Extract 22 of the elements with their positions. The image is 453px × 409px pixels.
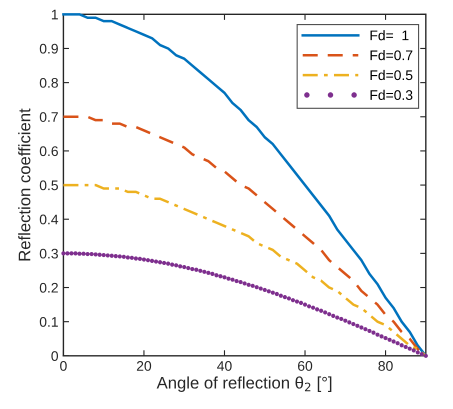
legend-label: Fd=0.3 bbox=[370, 90, 412, 100]
y-tick-label: 0.8 bbox=[40, 78, 58, 88]
y-tick-label: 0.5 bbox=[40, 180, 58, 190]
x-tick-label: 40 bbox=[217, 361, 232, 371]
x-tick-label: 60 bbox=[298, 361, 312, 371]
y-tick-label: 0.7 bbox=[40, 112, 58, 122]
y-tick-label: 0.4 bbox=[40, 214, 58, 224]
y-tick-label: 0.2 bbox=[40, 282, 58, 293]
legend-label: Fd=0.5 bbox=[370, 70, 412, 80]
x-tick-label: 80 bbox=[378, 361, 393, 371]
y-tick-label: 0.9 bbox=[40, 44, 58, 54]
x-axis-title: Angle of reflection θ$_{2}$ [°] bbox=[156, 376, 332, 392]
y-tick-label: 0.1 bbox=[40, 317, 58, 327]
y-axis-title: Reflection coefficient bbox=[18, 108, 30, 260]
legend-label: Fd= 1 bbox=[370, 30, 408, 40]
y-tick-label: 1 bbox=[52, 10, 58, 20]
y-tick-label: 0 bbox=[51, 351, 58, 361]
x-tick-label: 0 bbox=[60, 361, 67, 371]
legend-label: Fd=0.7 bbox=[370, 50, 412, 60]
x-tick-label: 20 bbox=[136, 361, 152, 371]
y-tick-label: 0.6 bbox=[40, 146, 58, 156]
y-tick-label: 0.3 bbox=[40, 248, 58, 259]
